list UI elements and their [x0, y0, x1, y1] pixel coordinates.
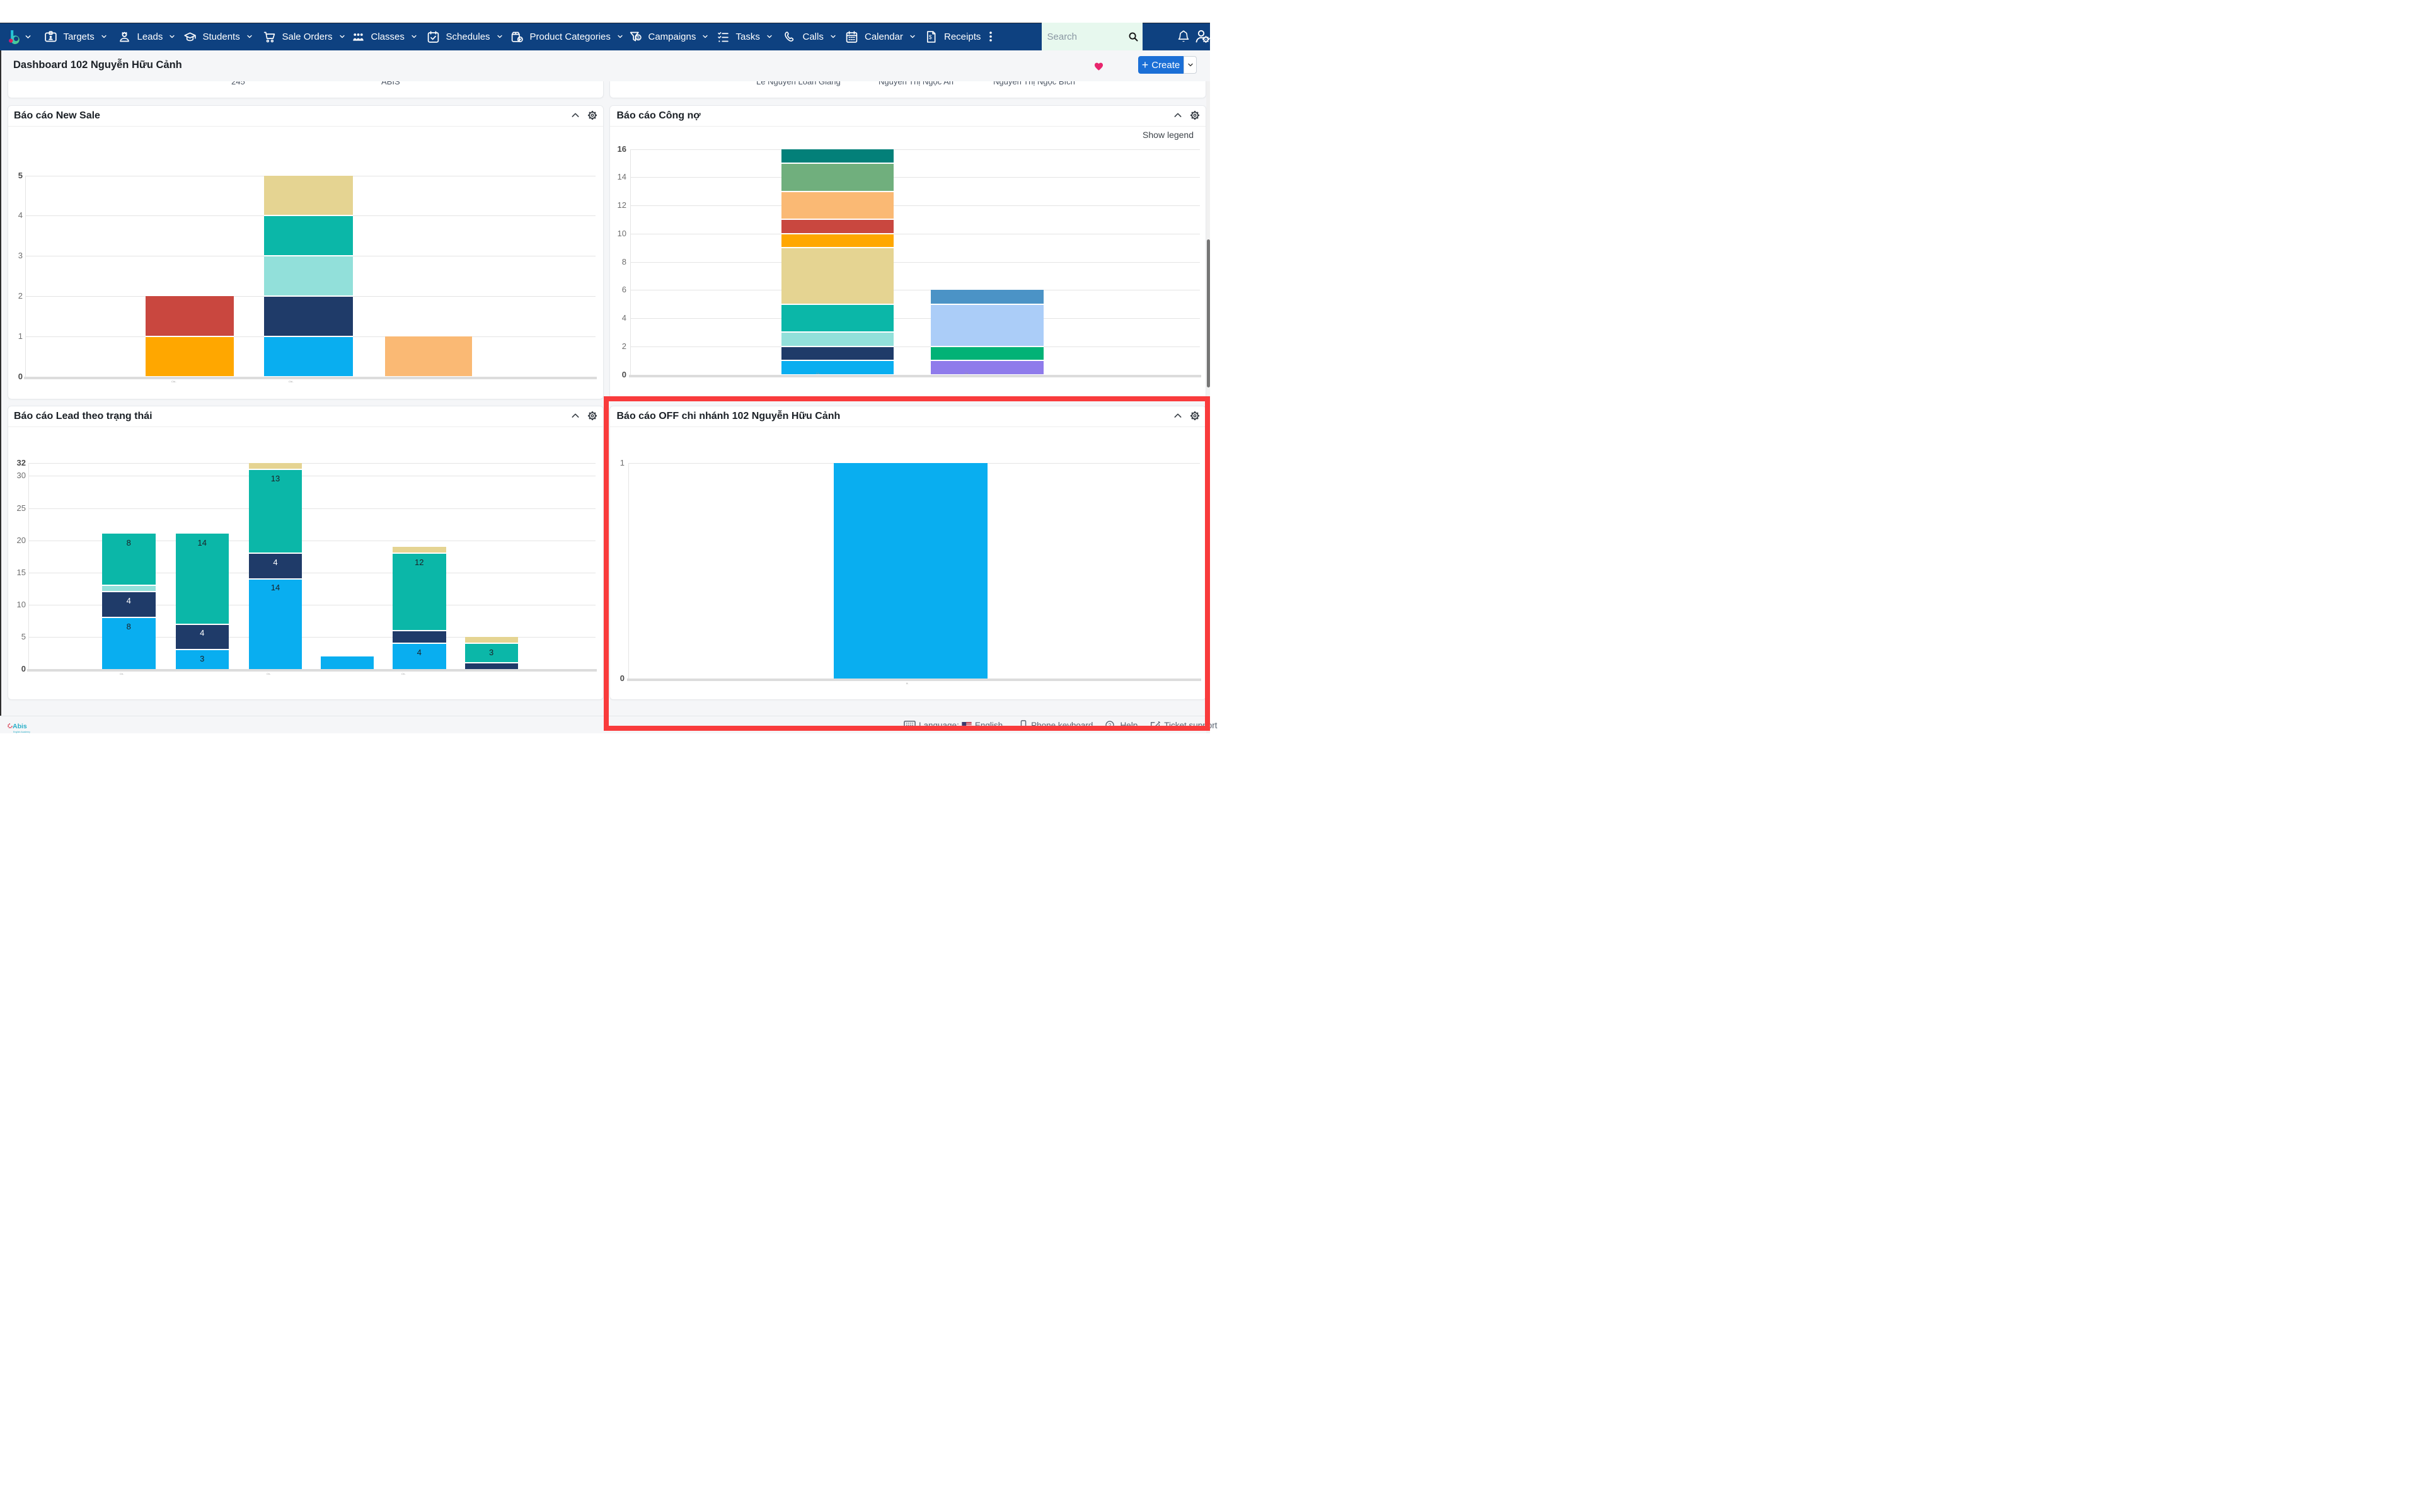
- svg-text:$: $: [637, 35, 640, 40]
- svg-text:?: ?: [1109, 723, 1112, 728]
- svg-text:$: $: [929, 34, 932, 40]
